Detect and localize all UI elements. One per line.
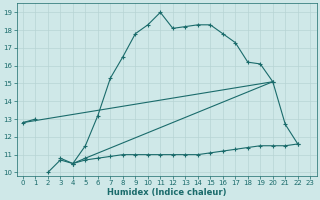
X-axis label: Humidex (Indice chaleur): Humidex (Indice chaleur) xyxy=(107,188,226,197)
